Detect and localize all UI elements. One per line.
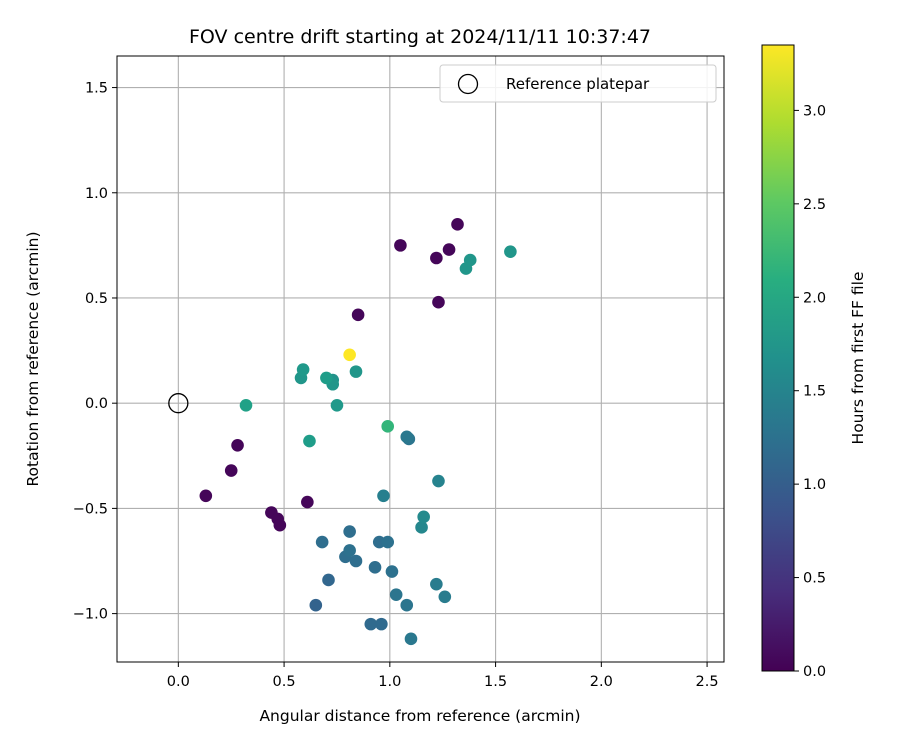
colorbar-label: Hours from first FF file — [849, 272, 867, 445]
data-point — [432, 474, 445, 488]
data-point — [343, 348, 356, 362]
data-points — [199, 218, 517, 646]
data-point — [400, 430, 414, 444]
reference-marker-group — [168, 393, 189, 414]
data-point — [404, 632, 418, 646]
chart-title: FOV centre drift starting at 2024/11/11 … — [189, 26, 651, 48]
x-tick-label: 2.5 — [696, 674, 719, 690]
colorbar-tick-label: 0.5 — [803, 571, 826, 587]
data-point — [303, 434, 316, 448]
data-point — [349, 554, 363, 568]
data-point — [364, 617, 378, 631]
x-tick-label: 2.0 — [590, 674, 613, 690]
data-point — [381, 535, 395, 549]
data-point — [504, 245, 517, 258]
x-tick-label: 1.5 — [484, 674, 507, 690]
data-point — [368, 561, 382, 574]
x-tick-label: 0.0 — [167, 674, 190, 690]
data-point — [231, 438, 244, 452]
data-point — [442, 243, 456, 256]
colorbar-tick-label: 1.0 — [803, 477, 826, 493]
data-point — [417, 510, 430, 524]
grid — [117, 56, 724, 662]
data-point — [394, 239, 407, 252]
colorbar-tick-label: 3.0 — [803, 103, 826, 119]
data-point — [432, 295, 445, 309]
data-point — [430, 251, 443, 265]
x-tick-label: 1.0 — [378, 674, 401, 690]
data-point — [322, 573, 335, 587]
reference-platepar-marker — [168, 393, 189, 414]
y-tick-label: −1.0 — [73, 607, 108, 623]
x-tick-label: 0.5 — [273, 674, 296, 690]
legend-reference-marker — [457, 73, 479, 95]
colorbar-tick-label: 0.0 — [803, 664, 826, 680]
data-point — [330, 398, 344, 412]
data-point — [315, 535, 329, 549]
data-point — [343, 525, 356, 538]
data-point — [273, 518, 287, 532]
data-point — [239, 398, 253, 412]
colorbar-gradient — [761, 44, 795, 672]
data-point — [375, 617, 388, 631]
data-point — [343, 544, 356, 557]
data-point — [430, 577, 443, 591]
x-axis-label: Angular distance from reference (arcmin) — [259, 707, 580, 725]
data-point — [224, 464, 238, 477]
plot-frame — [116, 55, 725, 663]
y-tick-label: 1.5 — [85, 81, 108, 97]
data-point — [199, 489, 213, 503]
colorbar-tick-label: 2.5 — [803, 197, 826, 213]
data-point — [385, 565, 399, 578]
data-point — [309, 598, 323, 612]
legend-label: Reference platepar — [506, 75, 650, 93]
data-point — [438, 590, 452, 604]
data-point — [351, 308, 365, 322]
legend: Reference platepar — [439, 64, 717, 103]
y-axis-label: Rotation from reference (arcmin) — [24, 231, 42, 486]
data-point — [320, 371, 333, 385]
y-tick-label: 0.0 — [85, 396, 108, 412]
y-tick-label: −0.5 — [73, 501, 108, 517]
colorbar-tick-label: 1.5 — [803, 384, 826, 400]
data-point — [389, 588, 403, 601]
data-point — [301, 495, 314, 509]
y-tick-label: 1.0 — [85, 186, 108, 202]
x-axis: 0.0 0.5 1.0 1.5 2.0 2.5 — [167, 662, 719, 690]
data-point — [296, 363, 310, 376]
legend-box — [439, 64, 717, 103]
y-tick-label: 0.5 — [85, 291, 108, 307]
data-point — [381, 420, 395, 433]
data-point — [415, 521, 428, 534]
colorbar-tick-label: 2.0 — [803, 290, 826, 306]
y-axis: −1.0 −0.5 0.0 0.5 1.0 1.5 — [73, 81, 117, 623]
data-point — [451, 218, 464, 231]
colorbar-ticks: 0.0 0.5 1.0 1.5 2.0 2.5 3.0 — [794, 103, 826, 680]
data-point — [463, 253, 477, 267]
data-point — [377, 489, 390, 503]
colorbar: 0.0 0.5 1.0 1.5 2.0 2.5 3.0 Hours from first F… — [761, 44, 867, 680]
data-point — [349, 365, 363, 378]
data-point — [400, 598, 414, 612]
